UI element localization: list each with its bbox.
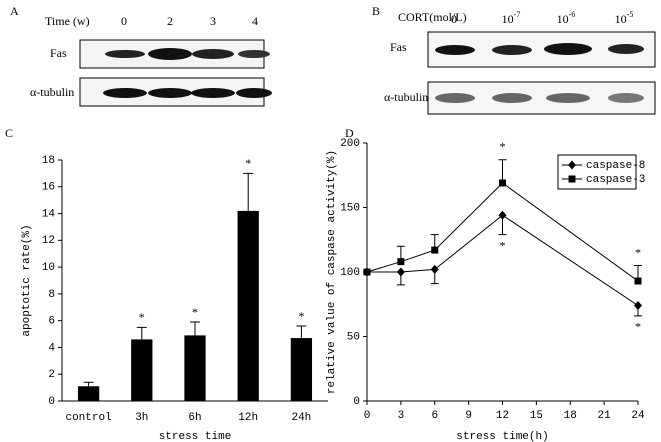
bar xyxy=(290,338,313,401)
x-axis-label: stress time xyxy=(159,431,232,442)
significance-mark: * xyxy=(139,310,145,324)
panel-label: C xyxy=(5,126,13,140)
marker xyxy=(396,267,405,277)
marker xyxy=(430,264,439,274)
column-base: 10 xyxy=(557,12,569,26)
error-bar xyxy=(83,381,94,387)
column-label: 0 xyxy=(121,14,127,28)
column-exponent: -6 xyxy=(569,10,576,19)
error-bar xyxy=(190,321,200,336)
significance-mark: * xyxy=(298,309,304,323)
column-label: 2 xyxy=(167,14,173,28)
significance-mark: * xyxy=(500,140,506,154)
y-tick-label: 6 xyxy=(48,316,55,328)
y-axis-label: relative value of caspase activity(%) xyxy=(326,150,338,394)
column-base: 10 xyxy=(502,12,514,26)
marker xyxy=(634,301,642,311)
y-tick-label: 100 xyxy=(340,267,360,279)
y-tick-label: 200 xyxy=(340,138,360,150)
bar xyxy=(77,386,100,401)
y-tick-label: 10 xyxy=(42,262,55,274)
row-label: Fas xyxy=(50,46,67,60)
x-tick-label: 6 xyxy=(431,410,438,422)
row-label: α-tubulin xyxy=(384,90,428,104)
legend-box xyxy=(557,154,637,190)
x-tick-label: 9 xyxy=(465,410,472,422)
y-tick-label: 0 xyxy=(48,396,55,408)
x-tick-label: 18 xyxy=(564,410,577,422)
y-tick-label: 18 xyxy=(42,155,55,167)
x-tick-label: 3h xyxy=(135,412,148,424)
marker xyxy=(431,246,439,254)
column-label: 10-5 xyxy=(615,10,634,26)
column-base: 10 xyxy=(615,12,627,26)
x-tick-label: 3 xyxy=(398,410,405,422)
row-label: α-tubulin xyxy=(30,85,74,99)
significance-mark: * xyxy=(245,156,251,170)
column-label: 0 xyxy=(451,12,457,26)
y-tick-label: 16 xyxy=(42,182,55,194)
column-exponent: -7 xyxy=(514,10,521,19)
column-label: 4 xyxy=(252,14,258,28)
y-tick-label: 12 xyxy=(42,235,55,247)
blot xyxy=(427,31,656,115)
panel-label: B xyxy=(372,4,380,18)
column-label: 10-7 xyxy=(502,10,521,26)
x-tick-label: 15 xyxy=(530,410,543,422)
error-bar xyxy=(243,172,254,211)
x-tick-label: 12 xyxy=(496,410,509,422)
panel-label: D xyxy=(345,126,354,140)
y-tick-label: 8 xyxy=(48,289,55,301)
column-label: 3 xyxy=(210,14,216,28)
header-label: Time (w) xyxy=(45,14,90,28)
legend-label: caspase-8 xyxy=(586,160,645,172)
column-base: 0 xyxy=(451,12,457,26)
error-bar xyxy=(136,326,147,340)
marker xyxy=(498,210,507,220)
y-tick-label: 0 xyxy=(353,396,360,408)
marker xyxy=(363,268,371,276)
y-axis-label: apoptotic rate(%) xyxy=(21,224,33,336)
x-tick-label: 0 xyxy=(364,410,371,422)
legend-label: caspase-3 xyxy=(586,174,645,186)
significance-mark: * xyxy=(500,238,506,252)
panel-label: A xyxy=(10,4,19,18)
marker xyxy=(568,175,576,183)
marker xyxy=(568,160,576,170)
y-tick-label: 150 xyxy=(340,202,360,214)
bar xyxy=(184,335,206,401)
y-tick-label: 50 xyxy=(347,331,360,343)
significance-mark: * xyxy=(635,245,641,259)
y-tick-label: 4 xyxy=(48,342,55,354)
x-axis-label: stress time(h) xyxy=(456,431,548,442)
x-tick-label: 21 xyxy=(598,410,612,422)
bar xyxy=(237,210,259,401)
y-tick-label: 2 xyxy=(48,369,55,381)
column-exponent: -5 xyxy=(627,10,634,19)
column-label: 10-6 xyxy=(557,10,576,26)
column-labels: 0 10-7 10-6 10-5 xyxy=(451,10,633,26)
marker xyxy=(397,258,405,266)
row-label: Fas xyxy=(390,40,407,54)
significance-mark: * xyxy=(635,320,641,334)
x-tick-label: 24 xyxy=(631,410,645,422)
marker xyxy=(499,179,506,187)
y-tick-label: 14 xyxy=(42,208,56,220)
x-tick-label: 12h xyxy=(238,412,258,424)
x-tick-label: 24h xyxy=(291,412,311,424)
marker xyxy=(634,277,642,285)
x-tick-label: 6h xyxy=(188,412,201,424)
significance-mark: * xyxy=(192,305,198,319)
bar xyxy=(131,339,153,401)
error-bar xyxy=(296,325,307,339)
blot xyxy=(79,39,272,107)
x-tick-label: control xyxy=(65,412,111,424)
error-bar xyxy=(498,159,507,183)
header-label: CORT(mol/L) xyxy=(398,10,467,24)
